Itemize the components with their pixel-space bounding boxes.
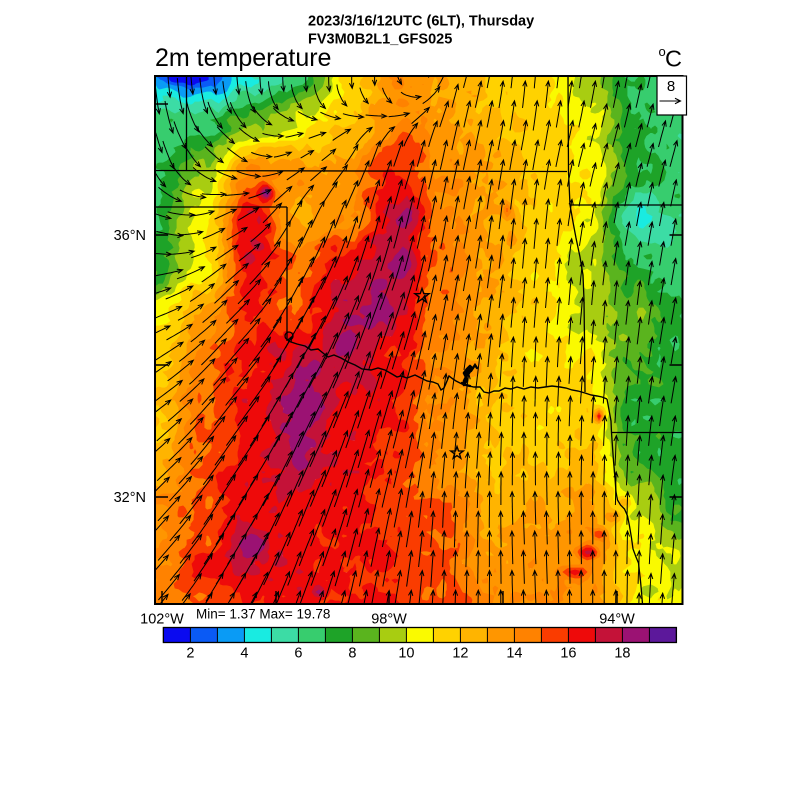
svg-text:32°N: 32°N [114,490,146,506]
svg-text:4: 4 [240,646,248,662]
svg-text:8: 8 [667,78,675,95]
svg-text:Min= 1.37 Max= 19.78: Min= 1.37 Max= 19.78 [196,607,330,622]
svg-text:98°W: 98°W [371,612,407,628]
svg-text:o: o [659,44,666,59]
svg-text:18: 18 [614,646,630,662]
svg-text:36°N: 36°N [114,228,146,244]
svg-text:10: 10 [398,646,414,662]
svg-text:102°W: 102°W [140,612,184,628]
svg-text:2: 2 [186,646,194,662]
svg-text:12: 12 [452,646,468,662]
svg-text:FV3M0B2L1_GFS025: FV3M0B2L1_GFS025 [308,32,452,48]
svg-text:C: C [665,46,682,72]
svg-text:94°W: 94°W [599,612,635,628]
svg-text:8: 8 [348,646,356,662]
svg-text:6: 6 [294,646,302,662]
svg-text:2023/3/16/12UTC (6LT), Thursda: 2023/3/16/12UTC (6LT), Thursday [308,14,534,30]
svg-text:2m temperature: 2m temperature [155,44,331,72]
svg-text:14: 14 [506,646,522,662]
svg-text:16: 16 [560,646,576,662]
